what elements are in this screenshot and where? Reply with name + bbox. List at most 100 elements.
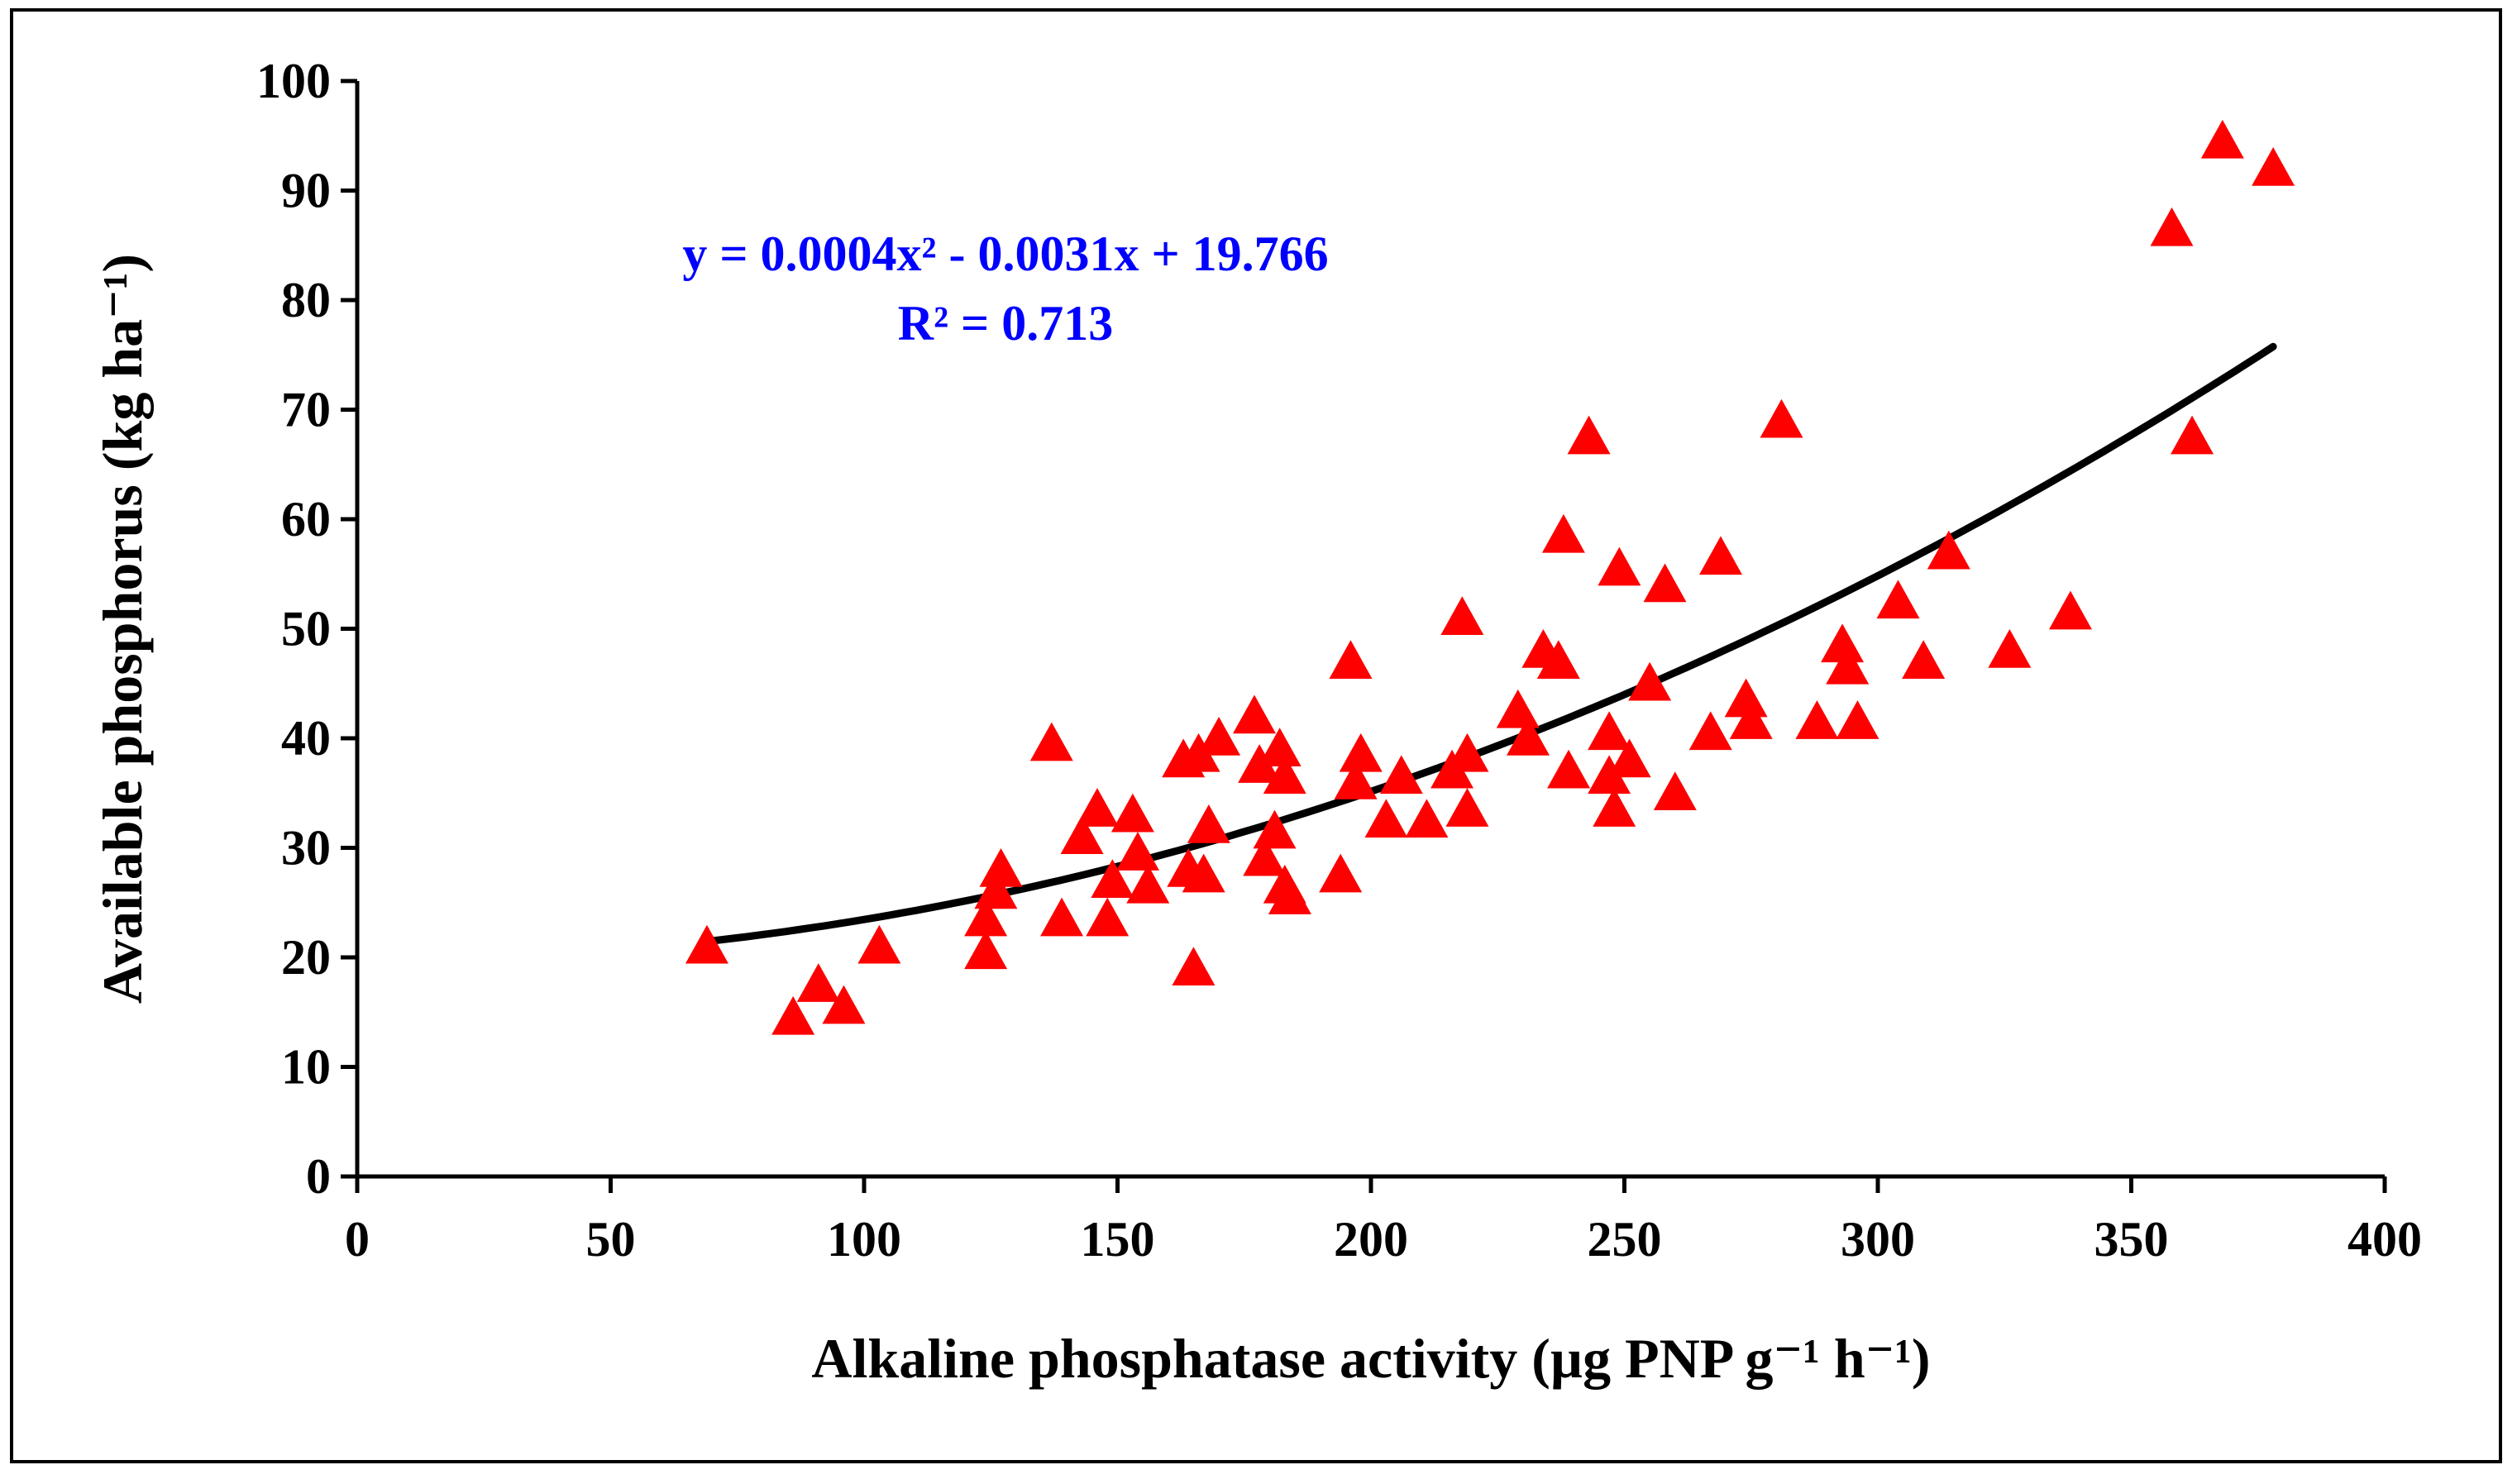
data-point — [1197, 717, 1241, 756]
data-point — [1319, 853, 1363, 893]
data-point — [1268, 876, 1311, 914]
data-point — [1091, 859, 1134, 899]
data-point — [1334, 761, 1378, 799]
data-point — [1405, 799, 1449, 838]
y-tick-label: 90 — [281, 164, 331, 218]
data-point — [1496, 689, 1540, 728]
x-axis-title: Alkaline phosphatase activity (µg PNP g⁻… — [811, 1327, 1930, 1390]
y-tick-label: 100 — [256, 54, 331, 108]
data-point — [2200, 119, 2244, 159]
r-squared-label: R² = 0.713 — [898, 296, 1114, 351]
data-point — [1182, 853, 1225, 893]
data-point — [857, 924, 901, 964]
data-point — [1567, 415, 1611, 455]
y-tick-label: 40 — [281, 711, 331, 766]
data-point — [771, 995, 815, 1035]
data-point — [1588, 711, 1631, 751]
data-point — [1588, 755, 1631, 794]
data-point — [1263, 755, 1306, 794]
data-point — [1593, 788, 1636, 827]
data-point — [1110, 793, 1154, 833]
labels-group: y = 0.0004x² - 0.0031x + 19.766 R² = 0.7… — [91, 227, 1931, 1390]
data-point — [964, 930, 1008, 970]
data-point — [1653, 771, 1697, 811]
data-point — [1060, 815, 1104, 855]
data-point — [1364, 799, 1408, 838]
data-point — [1902, 640, 1946, 680]
trendline-equation: y = 0.0004x² - 0.0031x + 19.766 — [682, 227, 1328, 281]
data-point — [964, 897, 1008, 937]
data-point — [1329, 640, 1373, 680]
data-point — [1339, 732, 1383, 772]
data-point — [1075, 788, 1119, 827]
chart-frame: 0 10 20 30 40 50 60 70 80 90 100 0 50 100 150 200 250 300… — [10, 8, 2502, 1463]
data-point — [1876, 580, 1920, 619]
data-point — [1126, 864, 1170, 904]
y-tick-label: 30 — [281, 821, 331, 876]
y-tick-label: 10 — [281, 1040, 331, 1095]
data-point — [1238, 744, 1282, 783]
data-point — [2150, 207, 2194, 246]
data-point — [2252, 147, 2295, 186]
x-tick-label: 200 — [1334, 1212, 1408, 1267]
data-point — [1729, 700, 1773, 739]
y-tick-label: 60 — [281, 492, 331, 546]
data-point — [822, 985, 866, 1024]
data-point — [1445, 788, 1489, 827]
y-tick-label: 20 — [281, 930, 331, 985]
data-point — [1379, 755, 1423, 794]
data-point — [1243, 837, 1287, 876]
y-tick-label: 0 — [306, 1149, 331, 1204]
data-point — [2171, 415, 2214, 455]
x-tick-label: 150 — [1081, 1212, 1155, 1267]
y-axis-title: Available phosphorus (kg ha⁻¹) — [91, 254, 154, 1004]
data-point — [1688, 711, 1732, 751]
y-tick-label: 70 — [281, 383, 331, 437]
x-tick-label: 0 — [345, 1212, 370, 1267]
data-point — [796, 963, 840, 1002]
data-point — [1541, 513, 1585, 553]
data-point — [1795, 700, 1839, 739]
trendline — [703, 342, 2277, 946]
data-point — [2048, 590, 2092, 630]
data-point — [1760, 398, 1803, 438]
data-point — [1536, 640, 1580, 680]
data-point — [1988, 629, 2032, 668]
data-points — [685, 119, 2295, 1035]
data-point — [1440, 596, 1484, 636]
data-point — [1826, 645, 1870, 685]
data-point — [1116, 832, 1160, 871]
x-tick-label: 350 — [2094, 1212, 2169, 1267]
data-point — [1507, 717, 1550, 756]
data-point — [1029, 722, 1073, 761]
data-point — [1040, 897, 1084, 937]
data-point — [1445, 732, 1489, 772]
data-point — [1187, 804, 1230, 843]
data-point — [1598, 546, 1641, 586]
scatter-chart: 0 10 20 30 40 50 60 70 80 90 100 0 50 100 150 200 250 300… — [91, 54, 2422, 1390]
data-point — [1177, 732, 1220, 772]
data-point — [1821, 623, 1865, 663]
data-point — [1172, 947, 1216, 986]
trendline-group — [703, 342, 2277, 946]
data-point — [1086, 897, 1130, 937]
data-point — [1607, 738, 1651, 778]
data-point — [1253, 809, 1297, 849]
data-point — [1258, 728, 1301, 767]
x-tick-label: 250 — [1588, 1212, 1662, 1267]
data-point — [974, 870, 1018, 909]
axes: 0 10 20 30 40 50 60 70 80 90 100 0 50 100 150 200 250 300… — [256, 54, 2422, 1267]
data-point — [1927, 530, 1970, 570]
x-tick-label: 50 — [586, 1212, 636, 1267]
x-tick-label: 100 — [827, 1212, 901, 1267]
y-tick-label: 80 — [281, 273, 331, 327]
data-point — [1233, 694, 1277, 734]
data-point — [1628, 661, 1672, 701]
data-point — [979, 848, 1023, 887]
x-tick-label: 300 — [1841, 1212, 1915, 1267]
data-point — [685, 924, 728, 964]
data-point — [1724, 678, 1768, 718]
data-point — [1836, 700, 1879, 739]
data-point — [1698, 536, 1742, 575]
data-point — [1643, 563, 1687, 603]
